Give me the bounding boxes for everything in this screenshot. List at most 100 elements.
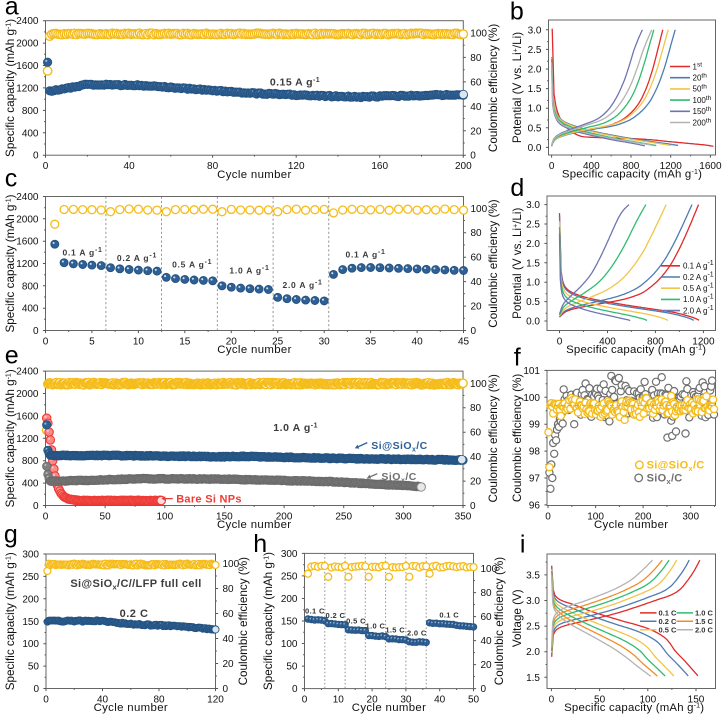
- svg-text:e: e: [5, 341, 19, 369]
- svg-text:1200: 1200: [16, 259, 39, 270]
- svg-text:30: 30: [319, 336, 331, 347]
- svg-text:2.5: 2.5: [528, 45, 542, 56]
- svg-text:80: 80: [471, 228, 483, 239]
- svg-text:98: 98: [529, 447, 541, 458]
- svg-text:25: 25: [272, 336, 284, 347]
- svg-text:3.0: 3.0: [528, 25, 542, 36]
- svg-text:20: 20: [470, 477, 482, 488]
- svg-text:0.2 C: 0.2 C: [659, 617, 678, 626]
- svg-text:20: 20: [471, 302, 483, 313]
- svg-text:2.5: 2.5: [526, 220, 540, 231]
- svg-text:250: 250: [22, 572, 39, 583]
- svg-text:0: 0: [470, 501, 476, 512]
- svg-text:a: a: [5, 0, 19, 21]
- svg-text:20: 20: [223, 659, 235, 670]
- svg-text:1600: 1600: [16, 237, 39, 248]
- svg-text:Coulombic efficiency (%): Coulombic efficiency (%): [487, 24, 500, 152]
- svg-text:Si@SiOx/C: Si@SiOx/C: [647, 460, 705, 474]
- svg-text:0.0: 0.0: [528, 143, 542, 154]
- svg-text:400: 400: [583, 161, 600, 172]
- svg-text:Specific capacity (mAh g-1): Specific capacity (mAh g-1): [4, 552, 17, 690]
- svg-text:3.5: 3.5: [526, 570, 540, 581]
- svg-text:Cycle number: Cycle number: [352, 702, 426, 714]
- svg-text:Specific capacity (mAh g-1): Specific capacity (mAh g-1): [562, 169, 702, 181]
- svg-text:35: 35: [365, 336, 377, 347]
- svg-text:101: 101: [523, 366, 540, 377]
- svg-text:b: b: [510, 0, 524, 26]
- svg-text:f: f: [514, 343, 521, 371]
- svg-text:40: 40: [470, 452, 482, 463]
- svg-text:c: c: [5, 165, 17, 193]
- svg-text:1200: 1200: [692, 336, 715, 347]
- svg-text:100: 100: [281, 639, 298, 650]
- svg-text:SiOx/C: SiOx/C: [381, 471, 417, 485]
- svg-text:1st: 1st: [693, 61, 703, 71]
- svg-text:2.0 A g-1: 2.0 A g-1: [282, 280, 322, 291]
- svg-text:300: 300: [281, 549, 298, 560]
- svg-text:200: 200: [635, 511, 652, 522]
- svg-text:0.2 C: 0.2 C: [326, 611, 346, 620]
- svg-text:1.0 A g-1: 1.0 A g-1: [683, 294, 714, 305]
- svg-text:200: 200: [22, 594, 39, 605]
- svg-text:Specific capacity (mAh g-1): Specific capacity (mAh g-1): [4, 19, 17, 157]
- svg-text:10: 10: [133, 336, 145, 347]
- svg-text:200: 200: [455, 161, 472, 172]
- svg-text:0: 0: [33, 326, 39, 337]
- svg-text:0.0: 0.0: [526, 317, 540, 328]
- svg-text:100: 100: [471, 204, 488, 215]
- svg-text:0: 0: [43, 161, 49, 172]
- svg-text:2.0 C: 2.0 C: [695, 625, 714, 634]
- svg-text:300: 300: [22, 550, 39, 561]
- svg-text:400: 400: [599, 336, 616, 347]
- svg-text:2.0: 2.0: [526, 647, 540, 658]
- svg-text:45: 45: [458, 336, 470, 347]
- svg-text:Specific capacity (mAh g-1): Specific capacity (mAh g-1): [4, 194, 17, 332]
- svg-text:Cycle number: Cycle number: [94, 702, 168, 714]
- svg-text:0.2 A g-1: 0.2 A g-1: [683, 271, 714, 282]
- svg-text:30: 30: [400, 694, 412, 705]
- svg-text:160: 160: [371, 161, 388, 172]
- svg-text:60: 60: [470, 77, 482, 88]
- svg-text:50th: 50th: [693, 84, 708, 94]
- svg-text:Si@SiOx/C: Si@SiOx/C: [371, 440, 427, 454]
- svg-text:0.1 A g-1: 0.1 A g-1: [62, 247, 102, 258]
- svg-text:i: i: [520, 530, 526, 558]
- svg-text:0.5 A g-1: 0.5 A g-1: [683, 283, 714, 294]
- svg-text:0: 0: [43, 511, 49, 522]
- svg-text:0: 0: [549, 694, 555, 705]
- svg-text:100: 100: [22, 639, 39, 650]
- svg-text:80: 80: [207, 161, 219, 172]
- svg-text:1.5 C: 1.5 C: [385, 625, 405, 634]
- svg-text:40: 40: [124, 161, 136, 172]
- svg-text:Coulombic efficiency (%): Coulombic efficiency (%): [493, 557, 506, 685]
- svg-text:1200: 1200: [16, 83, 39, 94]
- svg-text:Specific capacity (mAh g-1): Specific capacity (mAh g-1): [566, 344, 706, 356]
- svg-text:1.0 A g-1: 1.0 A g-1: [229, 265, 269, 276]
- svg-text:15: 15: [179, 336, 191, 347]
- svg-text:300: 300: [682, 511, 699, 522]
- svg-text:40: 40: [223, 634, 235, 645]
- svg-text:0: 0: [43, 336, 49, 347]
- svg-text:0.15 A g-1: 0.15 A g-1: [270, 77, 320, 89]
- svg-text:2400: 2400: [16, 16, 39, 27]
- svg-text:1200: 1200: [16, 434, 39, 445]
- svg-text:0: 0: [302, 694, 308, 705]
- svg-text:150: 150: [216, 511, 233, 522]
- svg-text:80: 80: [153, 694, 165, 705]
- svg-text:50: 50: [286, 662, 298, 673]
- svg-text:1.5: 1.5: [526, 673, 540, 684]
- svg-text:0: 0: [223, 684, 229, 695]
- svg-text:0: 0: [292, 684, 298, 695]
- svg-text:h: h: [253, 530, 267, 558]
- svg-text:2.0: 2.0: [526, 239, 540, 250]
- svg-text:Cycle number: Cycle number: [217, 519, 291, 531]
- svg-text:0.2 A g-1: 0.2 A g-1: [117, 252, 157, 263]
- svg-text:60: 60: [223, 609, 235, 620]
- svg-text:Si@SiOx/C//LFP full cell: Si@SiOx/C//LFP full cell: [70, 578, 201, 592]
- svg-text:0: 0: [557, 336, 563, 347]
- svg-text:120: 120: [288, 161, 305, 172]
- svg-text:97: 97: [529, 474, 541, 485]
- svg-text:1600: 1600: [16, 61, 39, 72]
- svg-text:0: 0: [545, 511, 551, 522]
- svg-text:800: 800: [623, 161, 640, 172]
